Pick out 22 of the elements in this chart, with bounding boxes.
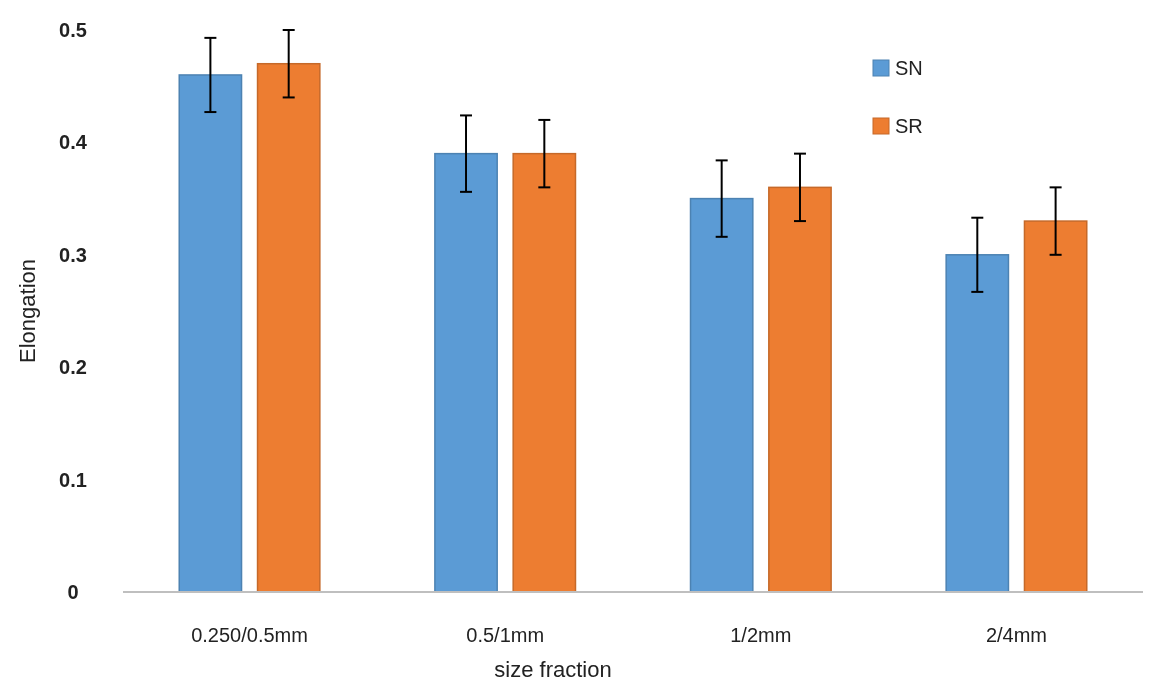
y-tick-label: 0.2	[59, 356, 87, 379]
x-tick-label: 2/4mm	[985, 624, 1048, 646]
y-axis-title: Elongation	[15, 259, 40, 363]
y-tick-label: 0.3	[59, 243, 87, 266]
x-axis-title: size fraction	[494, 657, 612, 681]
bar	[256, 62, 321, 593]
y-tick-label: 0	[67, 581, 79, 603]
x-tick-label: 0.5/1mm	[466, 624, 545, 646]
y-tick-label: 0.5	[59, 19, 87, 41]
legend-label: SR	[895, 115, 923, 137]
bar	[178, 74, 243, 593]
bar	[945, 254, 1010, 593]
y-tick-label: 0.4	[59, 131, 88, 154]
x-tick-label: 0.250/0.5mm	[191, 624, 308, 646]
legend-label: SN	[895, 57, 923, 79]
bar	[512, 152, 577, 593]
bar	[434, 152, 498, 593]
y-tick-label: 0.1	[59, 468, 87, 491]
x-tick-label: 1/2mm	[730, 624, 792, 646]
bar	[1023, 220, 1088, 593]
bar	[689, 197, 754, 593]
bar	[768, 186, 832, 593]
